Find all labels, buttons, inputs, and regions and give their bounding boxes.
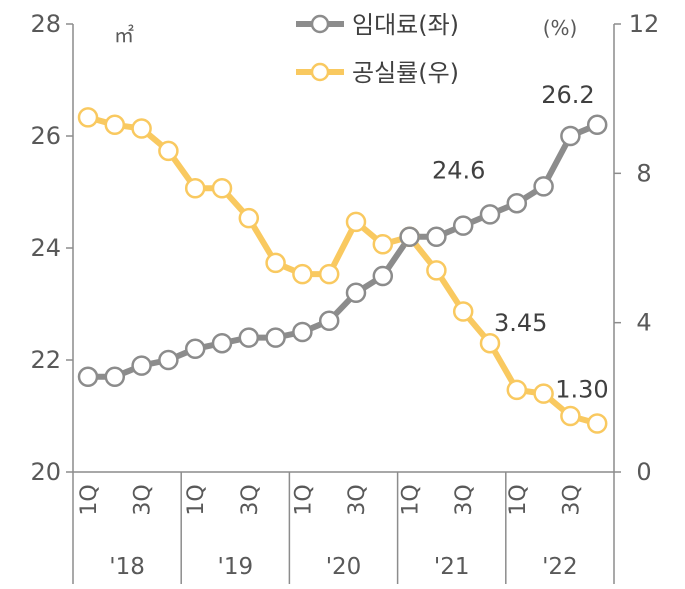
quarter-label: 1Q [506, 484, 531, 515]
series-point-1 [318, 263, 340, 285]
quarter-label: 1Q [399, 484, 424, 515]
series-point-0 [426, 226, 447, 248]
legend-label: 임대료(좌) [352, 11, 459, 39]
series-point-0 [399, 226, 420, 248]
year-label: '18 [109, 554, 145, 580]
series-point-1 [184, 178, 206, 199]
year-label: '20 [326, 554, 362, 580]
series-point-0 [452, 215, 474, 236]
series-point-0 [211, 332, 233, 354]
left-tick-label: 24 [30, 234, 61, 262]
series-point-1 [265, 252, 286, 274]
right-tick-label: 4 [636, 309, 651, 337]
right-tick-label: 12 [629, 10, 660, 38]
series-point-1 [560, 405, 581, 427]
quarter-label: 3Q [452, 484, 477, 515]
data-label: 3.45 [494, 309, 547, 337]
quarter-label: 1Q [77, 484, 102, 515]
series-point-0 [345, 282, 367, 304]
series-point-0 [372, 265, 394, 287]
series-point-1 [158, 140, 179, 162]
quarter-label: 3Q [238, 484, 263, 515]
series-point-1 [238, 207, 260, 229]
year-label: '19 [218, 554, 254, 580]
series-point-0 [586, 114, 608, 136]
left-tick-label: 28 [30, 10, 61, 38]
legend-label: 공실률(우) [352, 59, 459, 87]
right-axis-unit: (%) [543, 16, 578, 40]
series-point-0 [292, 321, 313, 343]
left-tick-label: 22 [30, 346, 61, 374]
series-point-0 [77, 366, 99, 388]
series-point-1 [506, 379, 528, 401]
series-point-0 [104, 366, 126, 388]
series-point-0 [479, 204, 501, 225]
series-points [77, 107, 608, 434]
series-point-0 [560, 125, 581, 147]
series-point-1 [372, 234, 394, 255]
series-point-1 [586, 413, 608, 434]
series-point-1 [211, 178, 233, 199]
series-point-0 [265, 327, 286, 348]
left-axis-unit: ㎡ [114, 23, 134, 47]
quarter-label: 3Q [559, 484, 584, 515]
chart-axes [66, 23, 621, 584]
series-point-0 [184, 338, 206, 360]
series-point-1 [426, 260, 447, 281]
left-tick-label: 26 [30, 122, 61, 150]
x-axis-labels: 1Q 3Q '18 1Q 3Q '19 1Q 3Q '20 1Q 3Q '21 1Q 3Q '22 [77, 484, 584, 580]
series-point-1 [479, 332, 501, 354]
series-point-0 [318, 310, 340, 332]
series-point-1 [77, 107, 99, 128]
series-point-1 [452, 301, 474, 322]
right-tick-label: 0 [636, 458, 651, 486]
series-line-1 [85, 114, 601, 427]
tick-labels: 20 22 24 26 28 0 4 8 12 ㎡ (%) [30, 10, 659, 486]
series-point-0 [131, 355, 152, 376]
legend: 임대료(좌) 공실률(우) [296, 11, 459, 87]
quarter-label: 3Q [345, 484, 370, 515]
series-point-1 [345, 211, 367, 233]
data-label: 24.6 [432, 156, 485, 184]
series-point-1 [131, 118, 152, 139]
quarter-label: 1Q [184, 484, 209, 515]
right-tick-label: 8 [636, 159, 651, 187]
data-labels: 24.6 26.2 3.45 1.30 [432, 81, 609, 404]
series-point-1 [104, 114, 126, 136]
series-point-0 [506, 192, 528, 214]
year-label: '22 [542, 554, 578, 580]
series-point-0 [158, 349, 179, 371]
left-tick-label: 20 [30, 458, 61, 486]
legend-swatch-marker [310, 14, 330, 34]
series-lines [85, 114, 601, 427]
quarter-label: 3Q [131, 484, 156, 515]
series-point-0 [533, 176, 554, 197]
legend-swatch-marker [310, 62, 330, 82]
data-label: 26.2 [541, 81, 594, 109]
data-label: 1.30 [555, 375, 608, 403]
series-point-0 [238, 327, 260, 348]
year-label: '21 [434, 554, 470, 580]
series-point-1 [292, 263, 313, 285]
series-point-1 [533, 383, 554, 404]
quarter-label: 1Q [291, 484, 316, 515]
